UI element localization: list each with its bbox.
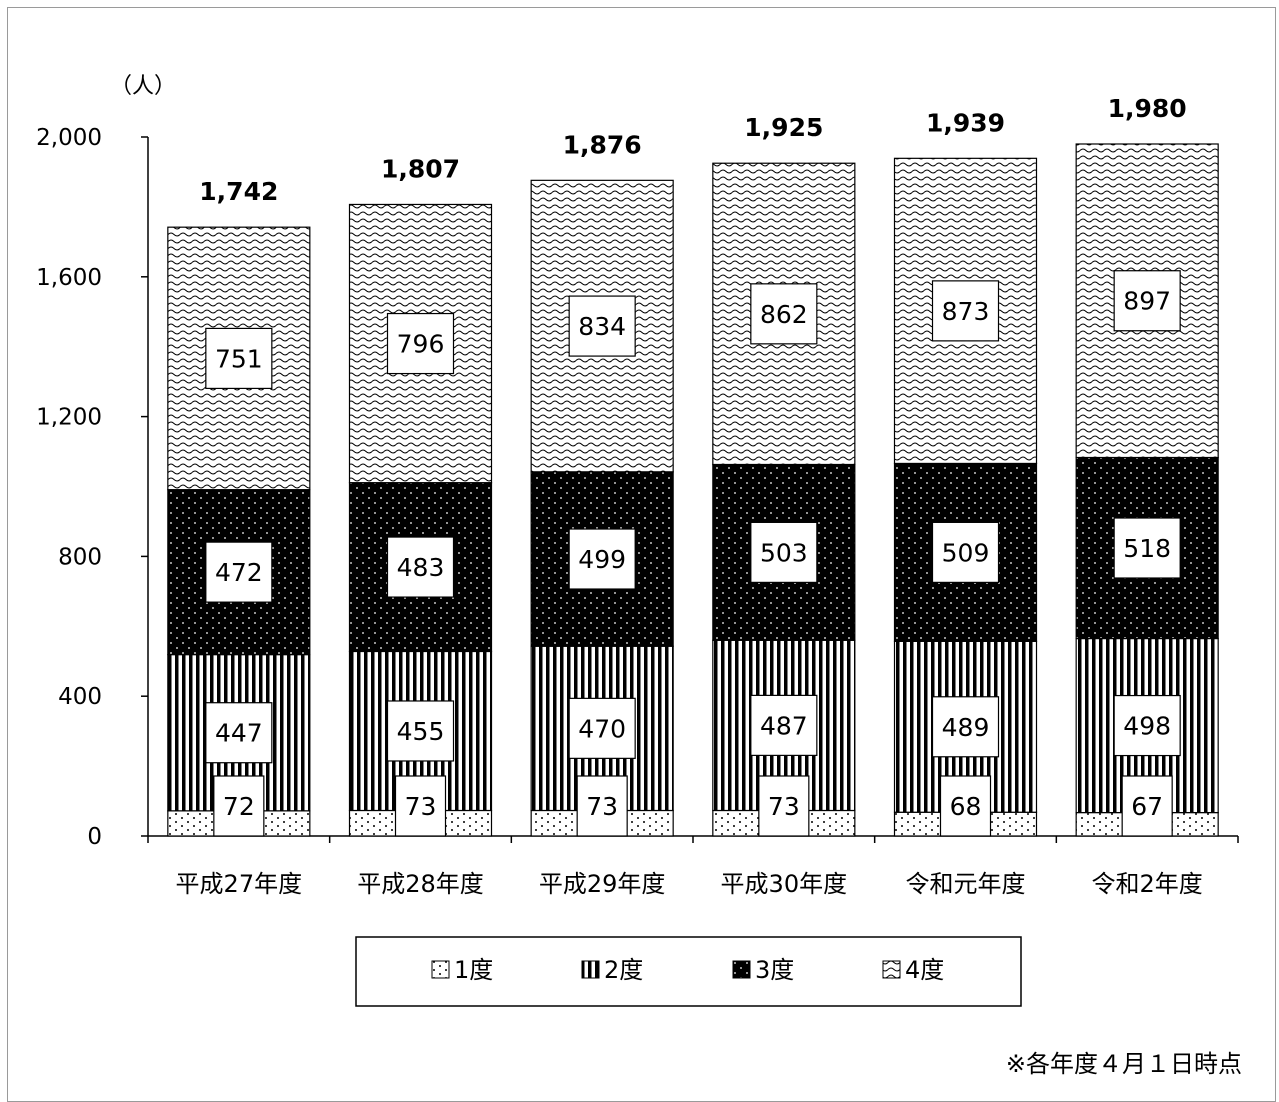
data-label: 487 <box>760 711 808 740</box>
data-label-box <box>750 521 818 583</box>
data-label: 72 <box>223 792 255 821</box>
data-label: 503 <box>760 538 808 567</box>
footnote: ※各年度４月１日時点 <box>1006 1050 1242 1078</box>
data-label: 499 <box>578 545 626 574</box>
data-label: 73 <box>768 792 800 821</box>
data-label-box <box>394 775 447 837</box>
total-label: 1,807 <box>381 154 460 183</box>
legend-box <box>355 936 1022 1007</box>
data-label: 470 <box>578 714 626 743</box>
data-label: 873 <box>942 297 990 326</box>
data-label: 796 <box>397 330 445 359</box>
data-label: 498 <box>1123 712 1171 741</box>
y-tick-label: 400 <box>58 684 102 710</box>
data-label-box <box>931 521 1000 583</box>
total-label: 1,980 <box>1108 94 1187 123</box>
data-label-box <box>931 280 1000 342</box>
category-label: 平成27年度 <box>176 870 303 898</box>
legend-label: 1度 <box>454 956 493 984</box>
data-label: 73 <box>405 792 437 821</box>
y-tick-label: 2,000 <box>36 125 102 151</box>
labels: 72 447 472 751 1,742 平成27年度 73 455 483 796 1,807 平成… <box>176 94 1203 898</box>
data-label-box <box>1113 270 1181 332</box>
category-label: 平成30年度 <box>721 870 848 898</box>
data-label-box <box>1113 694 1181 757</box>
data-label-box <box>386 536 455 598</box>
total-label: 1,925 <box>744 113 823 142</box>
legend-label: 3度 <box>755 956 794 984</box>
data-label: 862 <box>760 300 808 329</box>
data-label-box <box>568 697 636 759</box>
data-label: 483 <box>397 553 445 582</box>
y-tick-label: 1,200 <box>36 405 102 431</box>
legend-swatch <box>431 960 450 979</box>
data-label: 472 <box>215 558 263 587</box>
category-label: 平成29年度 <box>539 870 666 898</box>
total-label: 1,742 <box>199 177 278 206</box>
category-label: 令和元年度 <box>906 870 1026 898</box>
data-label-box <box>758 775 810 837</box>
legend: 1度 2度 3度 4度 <box>355 936 1022 1007</box>
category-label: 令和2年度 <box>1092 870 1203 898</box>
bars <box>167 143 1219 837</box>
data-label: 509 <box>942 538 990 567</box>
data-label-box <box>931 696 1000 758</box>
data-label-box <box>205 702 273 764</box>
y-tick-label: 0 <box>87 824 102 850</box>
data-label-box <box>386 700 455 762</box>
y-tick-label: 1,600 <box>36 265 102 291</box>
data-label-box <box>750 694 818 756</box>
legend-label: 4度 <box>905 956 944 984</box>
data-label: 489 <box>942 713 990 742</box>
data-label-box <box>1113 517 1181 579</box>
data-label: 834 <box>578 312 626 341</box>
data-label-box <box>213 775 265 837</box>
data-label: 68 <box>950 792 982 821</box>
legend-label: 2度 <box>604 956 643 984</box>
data-label-box <box>576 775 628 837</box>
legend-swatch <box>882 960 901 979</box>
legend-swatch <box>581 960 600 979</box>
data-label: 67 <box>1131 792 1163 821</box>
data-label-box <box>750 283 818 345</box>
total-label: 1,876 <box>563 130 642 159</box>
data-label-box <box>568 528 636 590</box>
y-axis-unit-label: （人） <box>110 74 176 99</box>
axes: 0 400 800 1,200 1,600 2,000 <box>36 125 1239 850</box>
data-label: 897 <box>1123 287 1171 316</box>
data-label-box <box>205 541 273 603</box>
category-label: 平成28年度 <box>357 870 484 898</box>
y-tick-label: 800 <box>58 544 102 570</box>
data-label-box <box>939 775 992 837</box>
data-label-box <box>1121 775 1173 837</box>
data-label-box <box>205 327 273 390</box>
data-label: 751 <box>215 344 263 373</box>
total-label: 1,939 <box>926 108 1005 137</box>
data-label: 455 <box>397 717 445 746</box>
data-label-box <box>568 295 636 357</box>
data-label: 518 <box>1123 534 1171 563</box>
data-label-box <box>386 312 455 375</box>
legend-swatch <box>732 960 751 979</box>
data-label: 73 <box>586 792 618 821</box>
data-label: 447 <box>215 719 263 748</box>
